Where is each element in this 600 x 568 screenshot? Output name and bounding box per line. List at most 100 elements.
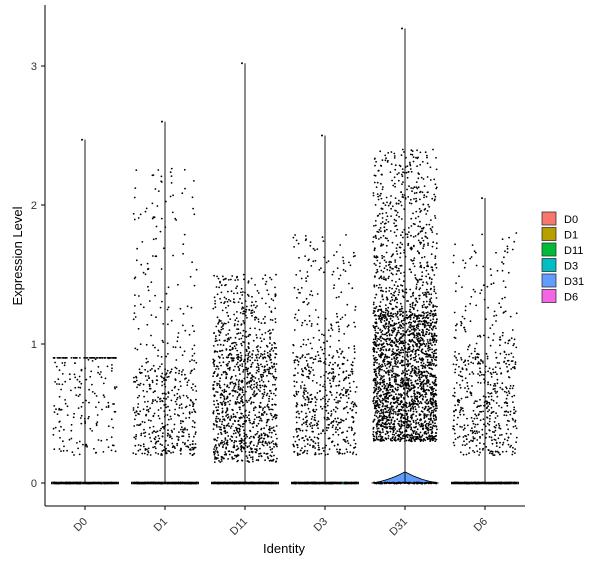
data-point [144, 435, 146, 438]
data-point [255, 451, 257, 454]
data-point [376, 181, 379, 184]
data-point [346, 440, 349, 442]
data-point [341, 316, 344, 319]
data-point [340, 418, 342, 421]
data-point [422, 329, 424, 332]
data-point [322, 240, 325, 243]
data-point [135, 453, 137, 456]
data-point [319, 384, 322, 386]
data-point [406, 390, 409, 393]
data-point [308, 258, 310, 261]
data-point [304, 402, 306, 405]
data-point [253, 394, 256, 397]
data-point [400, 154, 403, 157]
data-point [139, 410, 142, 413]
data-point [227, 304, 230, 307]
data-point [344, 314, 347, 316]
data-point [401, 355, 404, 358]
data-point [258, 357, 261, 359]
data-point [335, 426, 338, 429]
data-point [427, 321, 430, 324]
data-point [262, 432, 265, 435]
data-point [235, 378, 238, 381]
data-point [379, 182, 382, 185]
data-point [406, 436, 409, 439]
data-point [321, 348, 324, 351]
data-point [337, 400, 339, 402]
data-point [376, 430, 379, 432]
data-point [151, 202, 154, 205]
data-point [154, 452, 157, 454]
data-point [166, 434, 169, 437]
data-point [165, 372, 168, 375]
data-point [314, 401, 317, 404]
data-point [353, 351, 356, 354]
data-point [421, 284, 424, 287]
data-point [293, 359, 296, 362]
data-point [216, 451, 219, 454]
data-point [265, 482, 268, 484]
data-point [377, 286, 380, 289]
data-point [398, 289, 400, 291]
data-point [160, 427, 163, 430]
data-point [175, 367, 178, 370]
data-point [236, 292, 239, 294]
data-point [260, 353, 262, 355]
data-point [215, 368, 217, 370]
data-point [233, 323, 236, 325]
data-point [272, 299, 275, 302]
data-point [409, 340, 411, 343]
data-point [251, 356, 254, 359]
data-point [344, 270, 347, 272]
data-point [233, 446, 236, 449]
data-point [274, 442, 277, 445]
data-point [179, 385, 182, 387]
data-point [179, 397, 182, 399]
data-point [338, 328, 341, 330]
data-point [182, 441, 184, 444]
data-point [310, 323, 313, 325]
data-point [61, 362, 64, 364]
data-point [194, 443, 197, 445]
data-point [392, 416, 394, 419]
data-point [382, 349, 385, 351]
data-point [303, 387, 305, 390]
data-point [411, 325, 414, 328]
data-point [310, 290, 313, 293]
data-point [110, 449, 113, 452]
data-point [192, 440, 194, 443]
data-point [264, 459, 266, 462]
data-point [181, 430, 184, 433]
data-point [395, 273, 398, 276]
data-point [220, 433, 223, 435]
data-point [306, 375, 308, 378]
data-point [325, 394, 328, 397]
data-point [221, 322, 223, 324]
data-point [301, 324, 303, 327]
data-point [351, 287, 354, 290]
data-point [222, 457, 225, 460]
data-point [270, 361, 273, 364]
data-point [373, 284, 376, 286]
data-point [222, 327, 224, 330]
data-point [269, 446, 271, 448]
data-point [382, 345, 385, 348]
data-point [264, 406, 266, 408]
data-point [338, 384, 340, 387]
data-point [415, 197, 417, 200]
data-point [314, 249, 316, 252]
data-point [348, 282, 350, 285]
data-point [433, 286, 435, 288]
data-point [392, 327, 395, 330]
data-point [334, 417, 337, 420]
data-point [253, 390, 256, 393]
data-point [227, 422, 230, 425]
data-point [80, 405, 83, 408]
data-point [341, 432, 343, 434]
data-point [222, 344, 225, 347]
data-point [413, 192, 416, 195]
data-point [326, 416, 329, 419]
data-point [412, 212, 414, 215]
data-point [242, 369, 245, 371]
data-point [239, 406, 241, 409]
